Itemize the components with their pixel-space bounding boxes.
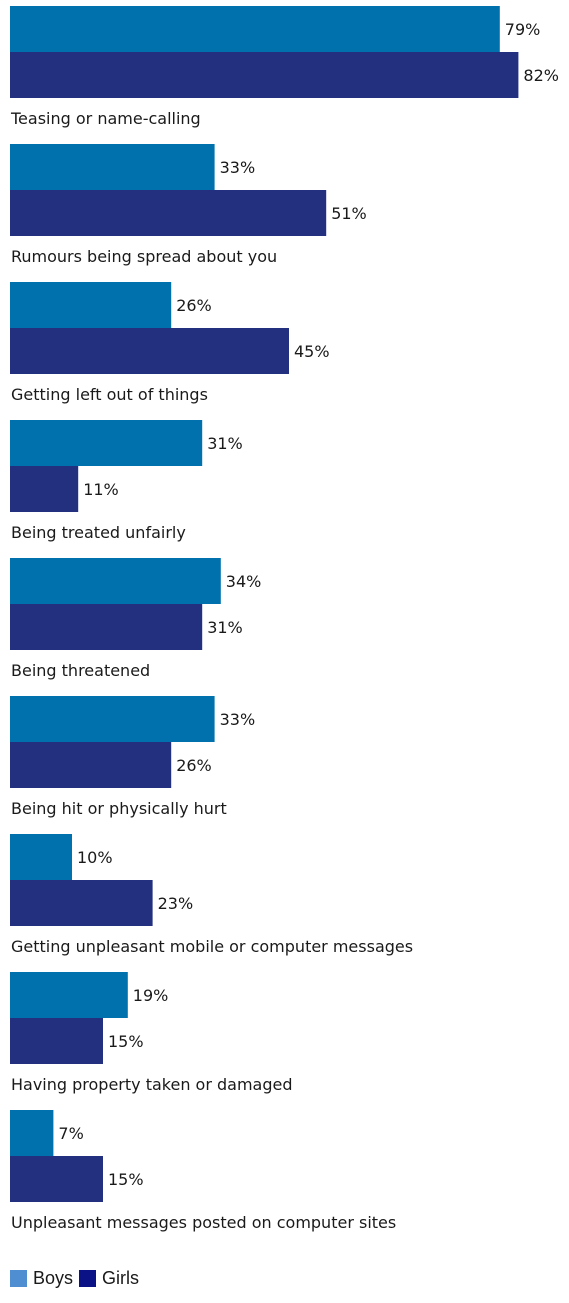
value-label-boys-teasing-or-name-calling: 79% xyxy=(505,20,541,39)
category-label-having-property-taken-or-damaged: Having property taken or damaged xyxy=(11,1075,293,1094)
value-label-girls-unpleasant-messages-posted-on-computer-sites: 15% xyxy=(108,1170,144,1189)
bar-boys-getting-left-out-of-things xyxy=(10,282,172,328)
bar-boys-having-property-taken-or-damaged xyxy=(10,972,128,1018)
category-label-being-hit-or-physically-hurt: Being hit or physically hurt xyxy=(11,799,227,818)
category-group-getting-left-out-of-things: 26% 45% Getting left out of things xyxy=(10,282,330,404)
bar-boys-teasing-or-name-calling xyxy=(10,6,500,52)
bar-girls-getting-unpleasant-mobile-or-computer-messages xyxy=(10,880,153,926)
bar-girls-being-hit-or-physically-hurt xyxy=(10,742,172,788)
legend-swatch-boys xyxy=(10,1270,27,1287)
legend: Boys Girls xyxy=(10,1268,139,1289)
category-label-getting-left-out-of-things: Getting left out of things xyxy=(11,385,208,404)
value-label-boys-being-threatened: 34% xyxy=(226,572,262,591)
bar-girls-teasing-or-name-calling xyxy=(10,52,519,98)
value-label-girls-getting-left-out-of-things: 45% xyxy=(294,342,330,361)
category-label-being-threatened: Being threatened xyxy=(11,661,150,680)
category-group-getting-unpleasant-mobile-or-computer-messages: 10% 23% Getting unpleasant mobile or compu… xyxy=(10,834,413,956)
bar-girls-rumours-being-spread-about-you xyxy=(10,190,327,236)
category-group-having-property-taken-or-damaged: 19% 15% Having property taken or damaged xyxy=(10,972,293,1094)
category-label-unpleasant-messages-posted-on-computer-sites: Unpleasant messages posted on computer s… xyxy=(11,1213,396,1232)
bar-boys-being-hit-or-physically-hurt xyxy=(10,696,215,742)
legend-label-boys: Boys xyxy=(33,1268,74,1288)
category-group-unpleasant-messages-posted-on-computer-sites: 7% 15% Unpleasant messages posted on compu… xyxy=(10,1110,396,1232)
bar-boys-being-treated-unfairly xyxy=(10,420,203,466)
value-label-boys-getting-left-out-of-things: 26% xyxy=(176,296,212,315)
legend-item-boys: Boys xyxy=(10,1268,73,1289)
value-label-girls-being-threatened: 31% xyxy=(207,618,243,637)
value-label-boys-getting-unpleasant-mobile-or-computer-messages: 10% xyxy=(77,848,113,867)
category-label-rumours-being-spread-about-you: Rumours being spread about you xyxy=(11,247,277,266)
bar-girls-unpleasant-messages-posted-on-computer-sites xyxy=(10,1156,103,1202)
value-label-girls-rumours-being-spread-about-you: 51% xyxy=(331,204,367,223)
legend-item-girls: Girls xyxy=(79,1268,139,1289)
bar-boys-unpleasant-messages-posted-on-computer-sites xyxy=(10,1110,54,1156)
category-label-getting-unpleasant-mobile-or-computer-messages: Getting unpleasant mobile or computer me… xyxy=(11,937,413,956)
category-group-being-hit-or-physically-hurt: 33% 26% Being hit or physically hurt xyxy=(10,696,255,818)
value-label-boys-being-hit-or-physically-hurt: 33% xyxy=(220,710,256,729)
bar-girls-getting-left-out-of-things xyxy=(10,328,289,374)
value-label-girls-having-property-taken-or-damaged: 15% xyxy=(108,1032,144,1051)
category-group-being-threatened: 34% 31% Being threatened xyxy=(10,558,261,680)
bar-boys-being-threatened xyxy=(10,558,221,604)
category-label-being-treated-unfairly: Being treated unfairly xyxy=(11,523,186,542)
bar-boys-rumours-being-spread-about-you xyxy=(10,144,215,190)
value-label-boys-being-treated-unfairly: 31% xyxy=(207,434,243,453)
bar-girls-being-threatened xyxy=(10,604,203,650)
legend-label-girls: Girls xyxy=(102,1268,140,1288)
value-label-boys-having-property-taken-or-damaged: 19% xyxy=(133,986,169,1005)
value-label-girls-teasing-or-name-calling: 82% xyxy=(523,66,559,85)
legend-swatch-girls xyxy=(79,1270,97,1287)
category-group-being-treated-unfairly: 31% 11% Being treated unfairly xyxy=(10,420,243,542)
value-label-girls-getting-unpleasant-mobile-or-computer-messages: 23% xyxy=(158,894,194,913)
value-label-girls-being-hit-or-physically-hurt: 26% xyxy=(176,756,212,775)
bar-girls-being-treated-unfairly xyxy=(10,466,79,512)
bar-girls-having-property-taken-or-damaged xyxy=(10,1018,103,1064)
category-group-rumours-being-spread-about-you: 33% 51% Rumours being spread about you xyxy=(10,144,367,266)
category-label-teasing-or-name-calling: Teasing or name-calling xyxy=(10,109,201,128)
value-label-boys-unpleasant-messages-posted-on-computer-sites: 7% xyxy=(58,1124,83,1143)
value-label-girls-being-treated-unfairly: 11% xyxy=(83,480,119,499)
value-label-boys-rumours-being-spread-about-you: 33% xyxy=(220,158,256,177)
category-group-teasing-or-name-calling: 79% 82% Teasing or name-calling xyxy=(10,6,559,128)
bar-boys-getting-unpleasant-mobile-or-computer-messages xyxy=(10,834,72,880)
